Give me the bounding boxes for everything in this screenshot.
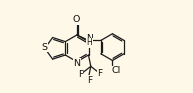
Text: O: O (73, 15, 80, 24)
Text: S: S (42, 43, 48, 52)
Text: H: H (87, 38, 92, 47)
Text: N: N (86, 34, 93, 43)
Text: F: F (78, 70, 83, 79)
Text: Cl: Cl (111, 66, 120, 75)
Text: N: N (73, 59, 80, 68)
Text: F: F (87, 76, 92, 85)
Text: F: F (97, 69, 103, 78)
